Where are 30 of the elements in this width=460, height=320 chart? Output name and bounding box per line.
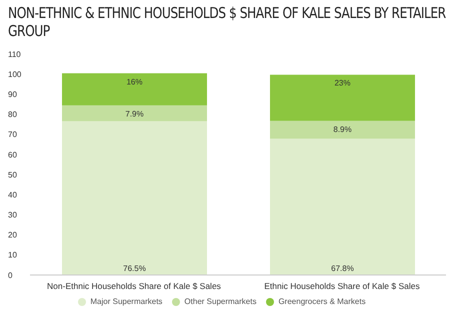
data-label: 23%	[334, 78, 351, 88]
bar	[270, 120, 415, 139]
bar	[62, 73, 207, 106]
y-tick-label: 110	[8, 50, 22, 59]
y-tick-label: 60	[8, 150, 18, 160]
y-tick-label: 70	[8, 130, 18, 140]
bar	[270, 138, 415, 275]
data-label: 76.5%	[123, 264, 146, 273]
y-tick-label: 80	[8, 110, 18, 120]
y-tick-label: 50	[8, 170, 18, 180]
y-tick-label: 90	[8, 90, 18, 100]
data-label: 8.9%	[333, 124, 352, 134]
legend-label: Other Supermarkets	[184, 297, 256, 306]
y-tick-label: 0	[8, 270, 13, 280]
data-label: 16%	[126, 77, 143, 86]
y-tick-label: 100	[8, 70, 22, 79]
legend-label: Greengrocers & Markets	[278, 297, 366, 306]
data-label: 7.9%	[125, 109, 144, 118]
bar	[62, 105, 207, 122]
chart-title: NON-ETHNIC & ETHNIC HOUSEHOLDS $ SHARE OF KALE SALES BY RETAILER GROUP	[8, 4, 447, 42]
x-tick-label: Ethnic Households Share of Kale $ Sales	[264, 281, 420, 292]
bar	[62, 121, 207, 275]
y-tick-label: 10	[8, 250, 18, 260]
bar	[270, 74, 415, 121]
y-tick-label: 30	[8, 210, 18, 220]
data-label: 67.8%	[331, 264, 354, 273]
legend-label: Major Supermarkets	[90, 297, 162, 306]
y-tick-label: 40	[8, 190, 18, 200]
x-tick-label: Non-Ethnic Households Share of Kale $ Sales	[47, 281, 221, 292]
y-tick-label: 20	[8, 230, 18, 240]
